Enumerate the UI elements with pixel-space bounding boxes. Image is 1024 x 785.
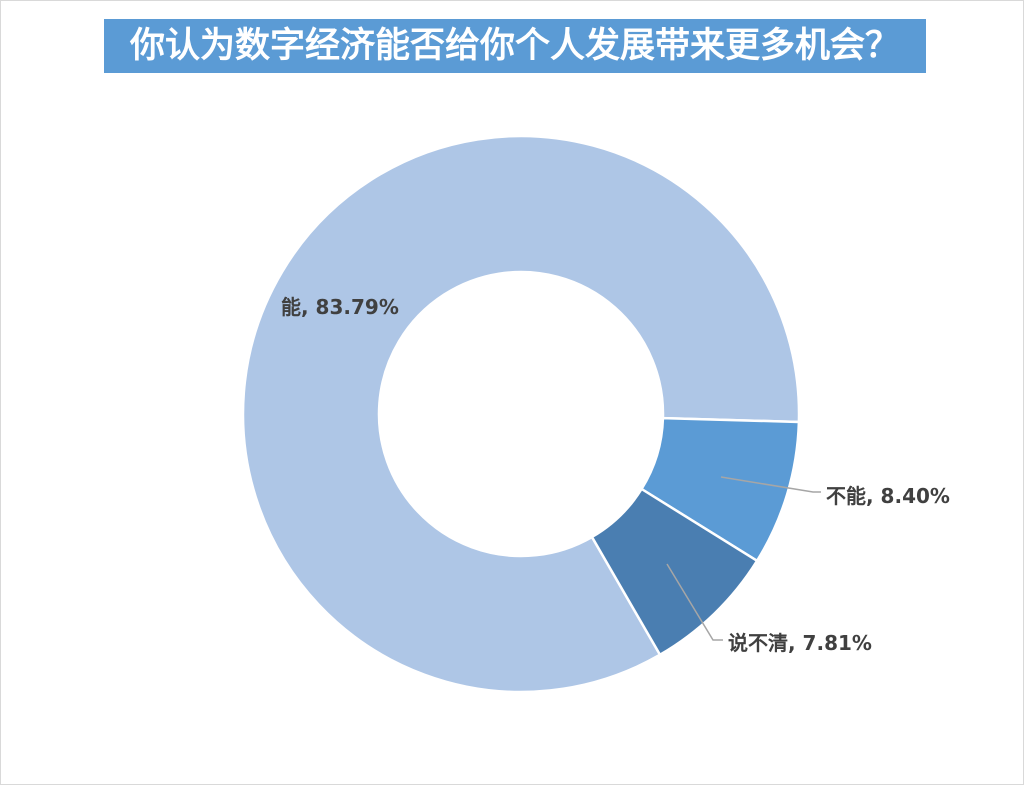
data-label-category: 说不清 [728,631,788,655]
data-label-1: 能, 83.79% [281,295,399,319]
donut-slice-1 [241,134,801,694]
data-labels: 能, 83.79% 不能, 8.40% 说不清, 7.81% [281,295,950,655]
chart-title: 你认为数字经济能否给你个人发展带来更多机会？ [104,19,926,73]
leader-line-3 [666,563,723,641]
data-label-category: 能 [281,295,301,319]
data-label-category: 不能 [826,484,866,508]
leader-lines [666,476,821,641]
donut-slices [241,134,801,694]
data-label-value: , 83.79% [301,295,399,319]
data-label-value: , 8.40% [866,484,950,508]
data-label-value: , 7.81% [788,631,872,655]
donut-slice-3 [590,487,759,657]
leader-line-2 [720,476,821,493]
data-label-3: 说不清, 7.81% [728,631,872,655]
data-label-2: 不能, 8.40% [826,484,950,508]
